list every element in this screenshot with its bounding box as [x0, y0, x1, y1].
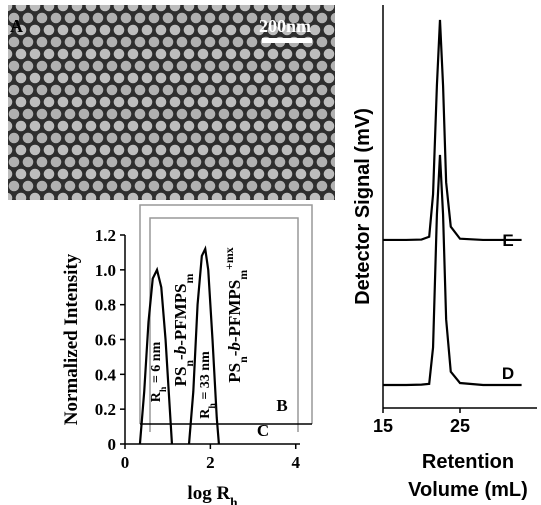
series-line: [138, 266, 174, 445]
y-axis-title: Detector Signal (mV): [352, 108, 374, 305]
x-axis-title: log Rh: [187, 483, 238, 505]
text-part: = 6 nm: [149, 341, 164, 386]
text-part: -: [225, 350, 244, 356]
x-tick-label: 0: [121, 453, 130, 472]
annotation: Rh = 6 nm: [149, 341, 169, 402]
series-line: [383, 154, 522, 387]
text-part: h: [158, 386, 169, 392]
text-part: R: [149, 391, 164, 402]
text-part: -: [171, 354, 190, 360]
text-part: b: [225, 342, 244, 351]
y-tick-label: 0.4: [95, 365, 117, 384]
sem-image: [8, 5, 335, 200]
x-tick-label: 2: [206, 453, 215, 472]
text-part: n: [236, 356, 250, 363]
annotation: E: [502, 231, 513, 250]
scale-bar-label: 200nm: [259, 16, 311, 36]
text-part: -PFMPS: [225, 280, 244, 342]
annotation: PSn-b-PFMPSm+mx: [222, 247, 250, 383]
x-axis-title: Retention: [422, 451, 514, 473]
text-part: log R: [187, 483, 230, 504]
text-part: R: [198, 408, 213, 419]
annotation: Rh = 33 nm: [198, 351, 218, 419]
text-part: m: [236, 270, 250, 280]
y-tick-label: 0: [108, 435, 117, 454]
text-part: E: [502, 231, 513, 250]
y-tick-label: 1.2: [95, 226, 116, 245]
annotation: C: [257, 421, 269, 440]
text-part: PS: [171, 367, 190, 387]
inset-frame: [139, 204, 313, 424]
annotation: D: [502, 364, 514, 383]
text-part: PS: [225, 363, 244, 383]
text-part: +mx: [222, 247, 236, 270]
text-part: h: [207, 403, 218, 409]
text-part: B: [276, 396, 287, 415]
y-axis-title: Normalized Intensity: [61, 253, 82, 425]
inset-frame: [149, 217, 299, 432]
y-tick-label: 1.0: [95, 261, 116, 280]
panel-label: A: [10, 16, 23, 36]
x-axis-title: Volume (mL): [408, 479, 528, 501]
text-part: -PFMPS: [171, 283, 190, 345]
y-tick-label: 0.8: [95, 296, 116, 315]
x-tick-label: 25: [450, 416, 470, 436]
text-part: b: [171, 346, 190, 355]
y-tick-label: 0.6: [95, 331, 116, 350]
text-part: h: [230, 495, 238, 505]
x-tick-label: 15: [373, 416, 393, 436]
text-part: m: [182, 273, 196, 283]
annotation: B: [276, 396, 287, 415]
y-tick-label: 0.2: [95, 400, 116, 419]
text-part: n: [182, 360, 196, 367]
x-tick-label: 4: [291, 453, 300, 472]
text-part: = 33 nm: [198, 351, 213, 403]
text-part: D: [502, 364, 514, 383]
series-line: [383, 19, 522, 242]
text-part: C: [257, 421, 269, 440]
series-line: [187, 245, 220, 445]
annotation: PSn-b-PFMPSm: [171, 273, 196, 386]
scale-bar: [262, 38, 312, 43]
